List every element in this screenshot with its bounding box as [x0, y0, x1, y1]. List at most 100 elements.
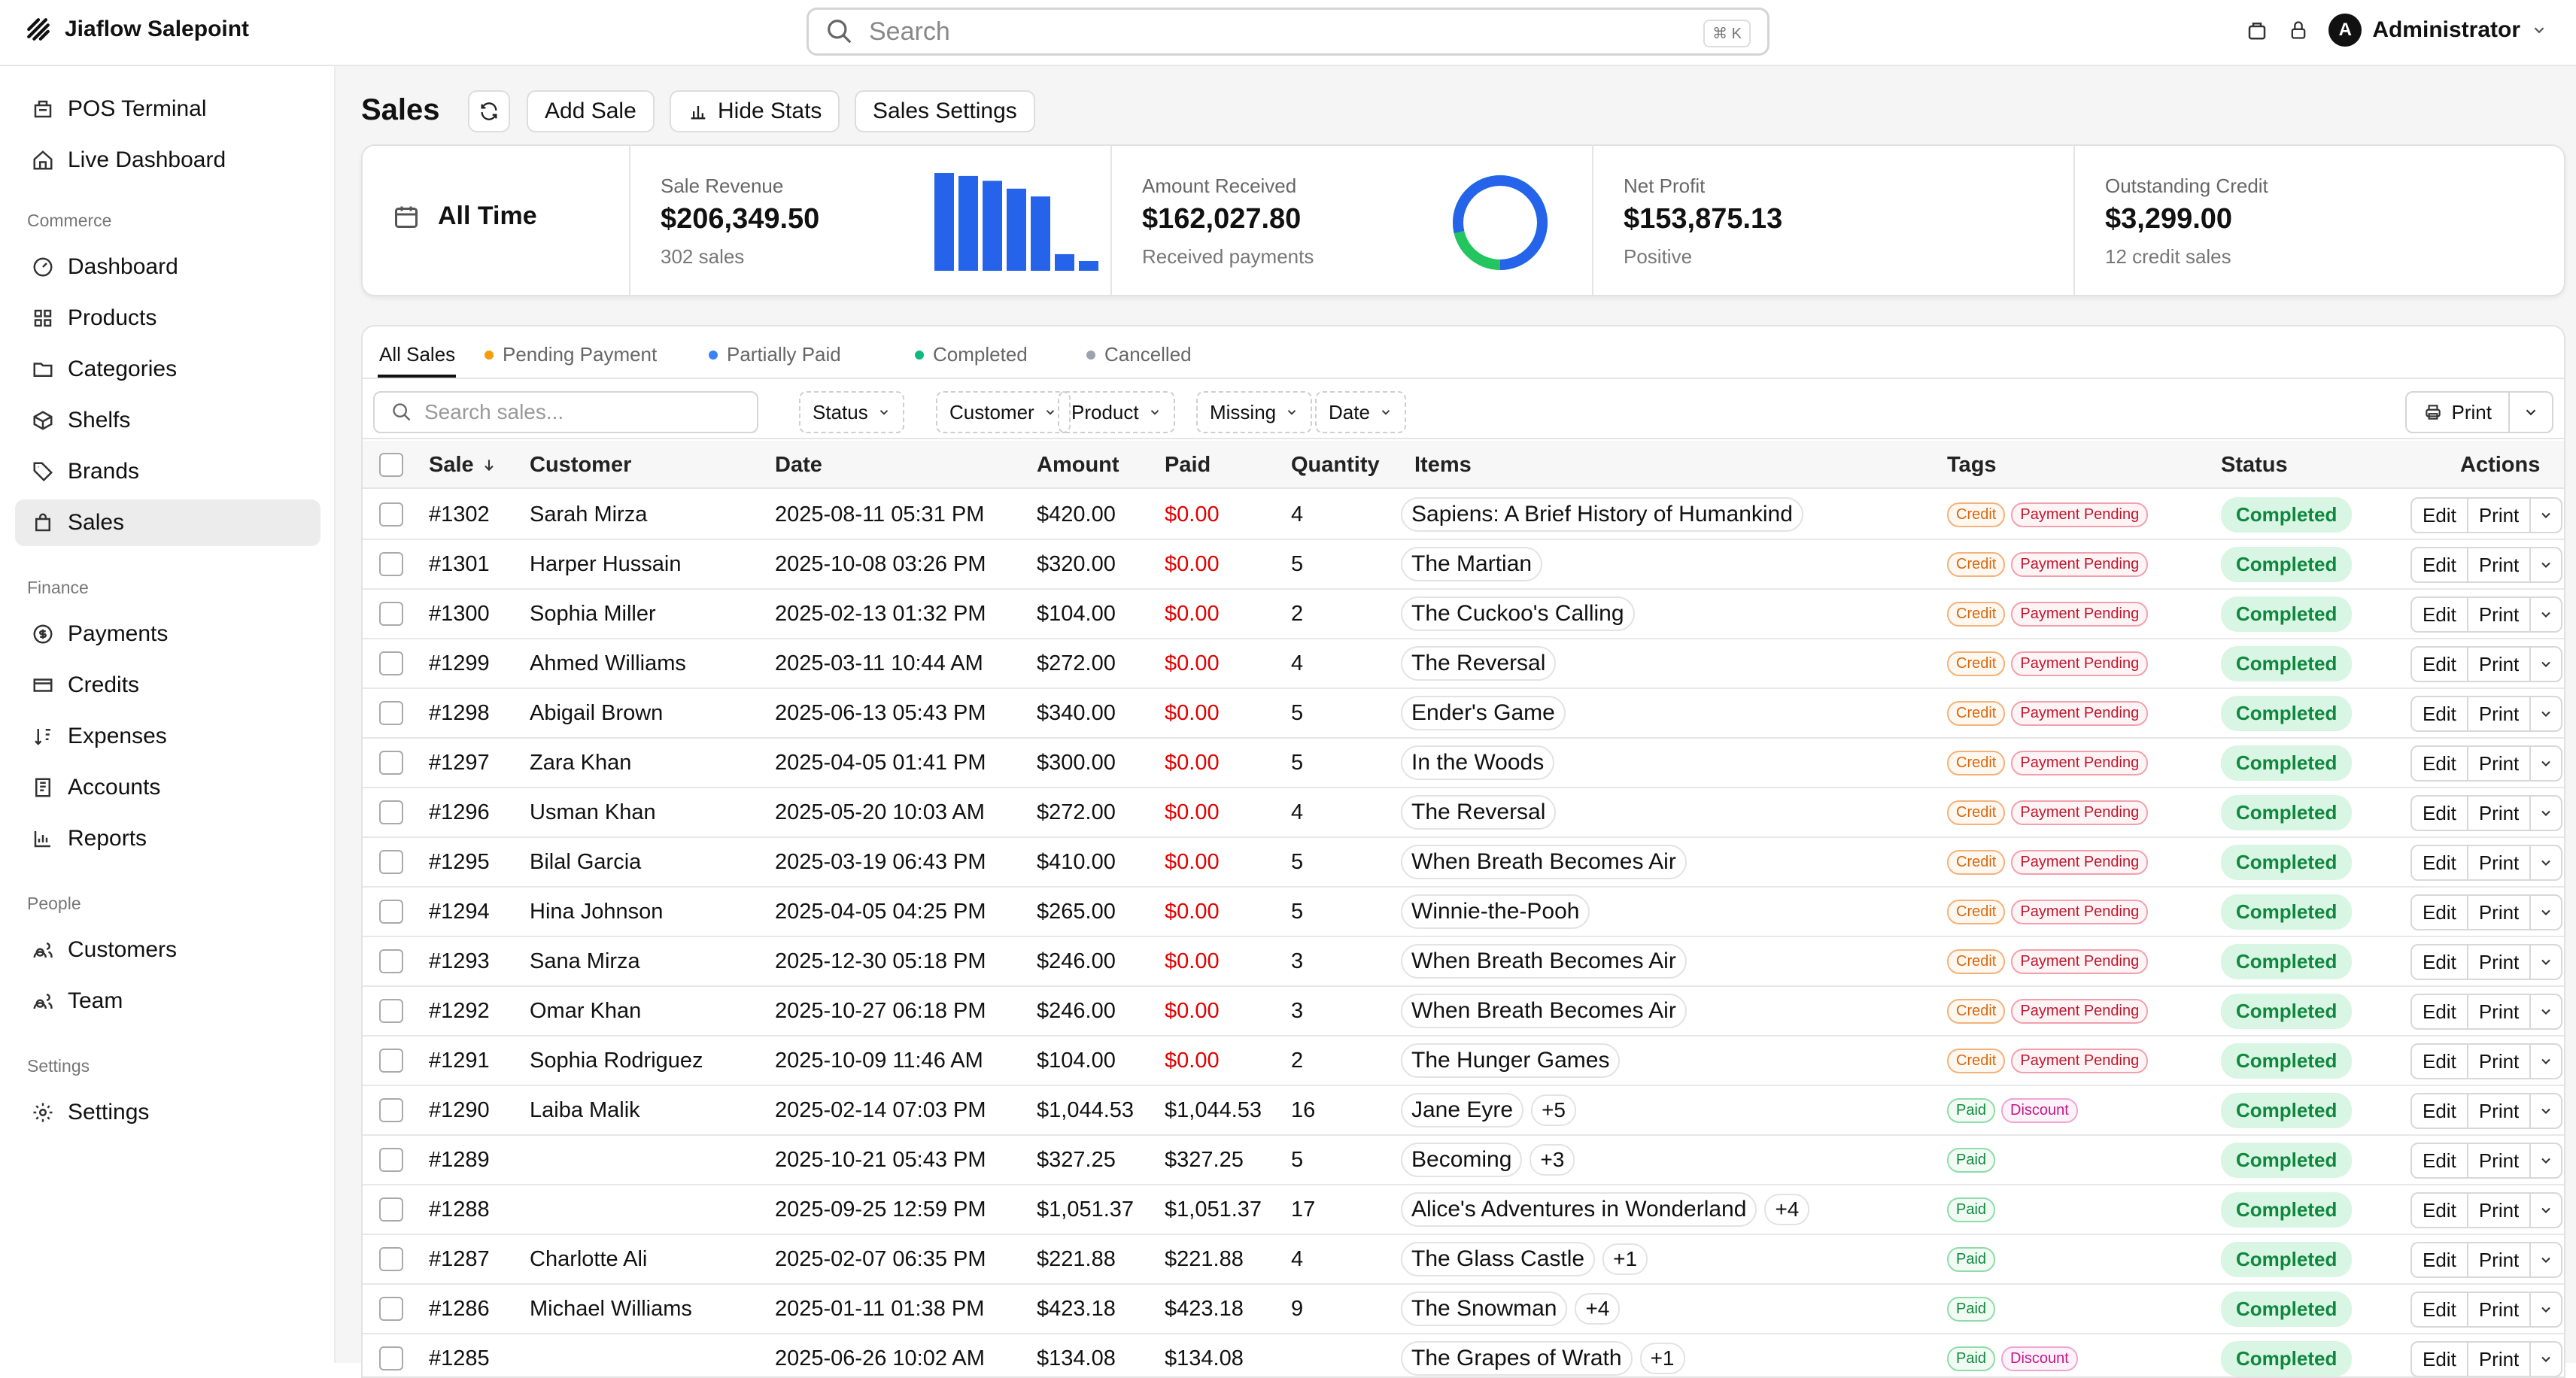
lock-icon[interactable]	[2288, 20, 2309, 41]
print-button[interactable]: Print	[2468, 697, 2532, 730]
sale-id[interactable]: #1290	[429, 1097, 490, 1122]
sidebar-item-pos-terminal[interactable]: POS Terminal	[15, 86, 320, 132]
row-checkbox[interactable]	[379, 1098, 403, 1122]
more-items-chip[interactable]: +1	[1602, 1243, 1648, 1275]
print-button[interactable]: Print	[2468, 1293, 2532, 1326]
add-sale-button[interactable]: Add Sale	[527, 90, 655, 132]
sidebar-item-customers[interactable]: Customers	[15, 927, 320, 973]
table-row[interactable]: #1290 Laiba Malik 2025-02-14 07:03 PM $1,04…	[363, 1086, 2564, 1136]
sidebar-item-payments[interactable]: Payments	[15, 611, 320, 657]
table-row[interactable]: #1298 Abigail Brown 2025-06-13 05:43 PM $34…	[363, 689, 2564, 739]
item-chip[interactable]: Alice's Adventures in Wonderland	[1401, 1192, 1757, 1227]
column-paid[interactable]: Paid	[1165, 452, 1211, 477]
sales-search-input[interactable]: Search sales...	[373, 391, 758, 433]
table-row[interactable]: #1287 Charlotte Ali 2025-02-07 06:35 PM $22…	[363, 1235, 2564, 1285]
row-checkbox[interactable]	[379, 1297, 403, 1321]
row-checkbox[interactable]	[379, 751, 403, 775]
table-row[interactable]: #1295 Bilal Garcia 2025-03-19 06:43 PM $410…	[363, 838, 2564, 888]
edit-button[interactable]: Edit	[2412, 797, 2468, 830]
filter-missing[interactable]: Missing	[1196, 391, 1313, 433]
row-checkbox[interactable]	[379, 1148, 403, 1172]
item-chip[interactable]: Ender's Game	[1401, 696, 1566, 730]
table-row[interactable]: #1297 Zara Khan 2025-04-05 01:41 PM $300.00…	[363, 739, 2564, 788]
edit-button[interactable]: Edit	[2412, 648, 2468, 681]
table-row[interactable]: #1293 Sana Mirza 2025-12-30 05:18 PM $246.0…	[363, 937, 2564, 987]
column-status[interactable]: Status	[2221, 452, 2288, 477]
row-more-button[interactable]	[2531, 598, 2561, 631]
sidebar-item-accounts[interactable]: Accounts	[15, 764, 320, 811]
print-button[interactable]: Print	[2468, 1343, 2532, 1376]
print-button[interactable]: Print	[2468, 648, 2532, 681]
row-more-button[interactable]	[2531, 1144, 2561, 1177]
sidebar-item-products[interactable]: Products	[15, 295, 320, 341]
sale-id[interactable]: #1301	[429, 551, 490, 576]
table-row[interactable]: #1291 Sophia Rodriguez 2025-10-09 11:46 AM…	[363, 1037, 2564, 1086]
item-chip[interactable]: The Martian	[1401, 547, 1543, 581]
select-all-checkbox[interactable]	[379, 453, 403, 477]
sidebar-item-credits[interactable]: Credits	[15, 662, 320, 709]
table-row[interactable]: #1289 2025-10-21 05:43 PM $327.25 $327.25 5 B…	[363, 1136, 2564, 1185]
print-button[interactable]: Print	[2468, 896, 2532, 929]
item-chip[interactable]: The Hunger Games	[1401, 1043, 1621, 1078]
row-checkbox[interactable]	[379, 552, 403, 576]
sale-id[interactable]: #1288	[429, 1197, 490, 1222]
sidebar-item-live-dashboard[interactable]: Live Dashboard	[15, 137, 320, 184]
print-options-button[interactable]	[2510, 404, 2552, 420]
row-more-button[interactable]	[2531, 747, 2561, 780]
app-logo[interactable]: Jiaflow Salepoint	[26, 17, 249, 42]
sidebar-item-reports[interactable]: Reports	[15, 815, 320, 862]
print-button[interactable]: Print	[2468, 1194, 2532, 1227]
item-chip[interactable]: Becoming	[1401, 1143, 1523, 1177]
edit-button[interactable]: Edit	[2412, 945, 2468, 979]
sales-settings-button[interactable]: Sales Settings	[855, 90, 1035, 132]
item-chip[interactable]: Winnie-the-Pooh	[1401, 894, 1590, 929]
print-button[interactable]: Print	[2468, 1045, 2532, 1078]
item-chip[interactable]: The Cuckoo's Calling	[1401, 596, 1635, 631]
sale-id[interactable]: #1299	[429, 651, 490, 675]
print-button[interactable]: Print	[2407, 393, 2510, 432]
row-more-button[interactable]	[2531, 548, 2561, 581]
row-more-button[interactable]	[2531, 896, 2561, 929]
print-button[interactable]: Print	[2468, 1243, 2532, 1276]
sidebar-item-expenses[interactable]: Expenses	[15, 713, 320, 760]
table-row[interactable]: #1296 Usman Khan 2025-05-20 10:03 AM $272.0…	[363, 788, 2564, 838]
column-tags[interactable]: Tags	[1947, 452, 1997, 477]
item-chip[interactable]: Jane Eyre	[1401, 1093, 1524, 1128]
filter-product[interactable]: Product	[1058, 391, 1175, 433]
sidebar-item-dashboard[interactable]: Dashboard	[15, 244, 320, 290]
edit-button[interactable]: Edit	[2412, 548, 2468, 581]
print-button[interactable]: Print	[2468, 1094, 2532, 1128]
period-selector[interactable]: All Time	[393, 202, 537, 231]
edit-button[interactable]: Edit	[2412, 598, 2468, 631]
tab-cancelled[interactable]: Cancelled	[1086, 343, 1192, 366]
row-checkbox[interactable]	[379, 602, 403, 626]
row-more-button[interactable]	[2531, 1343, 2561, 1376]
row-more-button[interactable]	[2531, 945, 2561, 979]
tab-completed[interactable]: Completed	[915, 343, 1028, 366]
sale-id[interactable]: #1285	[429, 1346, 490, 1370]
item-chip[interactable]: Sapiens: A Brief History of Humankind	[1401, 497, 1803, 532]
sale-id[interactable]: #1295	[429, 849, 490, 874]
more-items-chip[interactable]: +4	[1764, 1194, 1810, 1225]
tab-all-sales[interactable]: All Sales	[379, 343, 455, 366]
column-amount[interactable]: Amount	[1037, 452, 1119, 477]
sidebar-item-sales[interactable]: Sales	[15, 499, 320, 546]
filter-customer[interactable]: Customer	[936, 391, 1071, 433]
user-menu[interactable]: A Administrator	[2328, 14, 2547, 47]
print-button[interactable]: Print	[2468, 747, 2532, 780]
edit-button[interactable]: Edit	[2412, 1194, 2468, 1227]
sidebar-item-team[interactable]: Team	[15, 978, 320, 1024]
print-button[interactable]: Print	[2468, 598, 2532, 631]
refresh-button[interactable]	[468, 90, 510, 132]
column-sale[interactable]: Sale	[429, 441, 497, 489]
more-items-chip[interactable]: +5	[1531, 1094, 1577, 1126]
sale-id[interactable]: #1291	[429, 1048, 490, 1073]
edit-button[interactable]: Edit	[2412, 499, 2468, 532]
global-search-input[interactable]: Search ⌘ K	[807, 8, 1769, 56]
edit-button[interactable]: Edit	[2412, 747, 2468, 780]
sidebar-item-shelfs[interactable]: Shelfs	[15, 397, 320, 444]
row-checkbox[interactable]	[379, 1346, 403, 1370]
edit-button[interactable]: Edit	[2412, 995, 2468, 1028]
column-quantity[interactable]: Quantity	[1291, 452, 1380, 477]
edit-button[interactable]: Edit	[2412, 846, 2468, 879]
